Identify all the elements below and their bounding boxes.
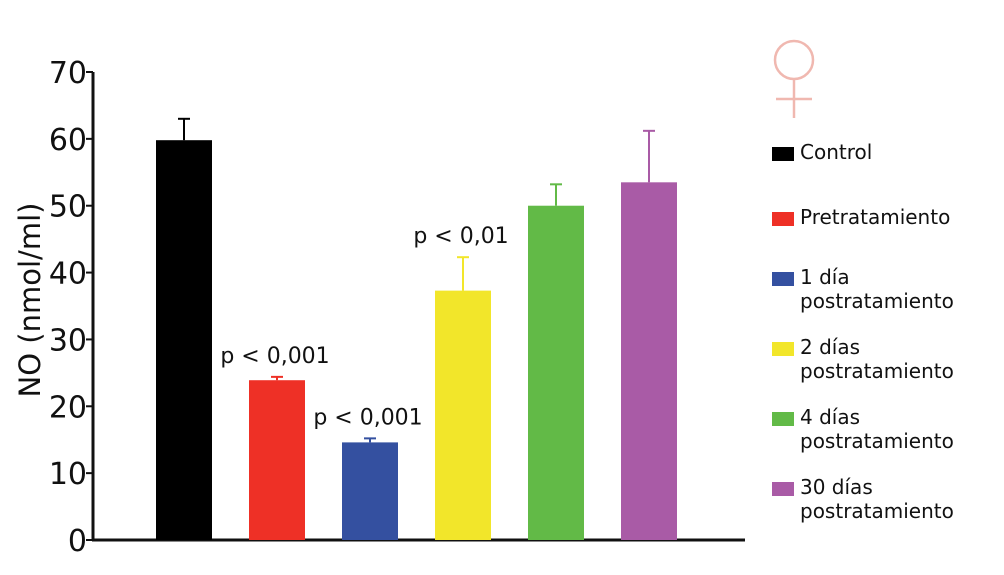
legend-label-line: 30 días xyxy=(800,475,873,499)
legend-label: Control xyxy=(800,140,1000,164)
p-value-annotation: p < 0,001 xyxy=(313,405,422,430)
legend-swatch xyxy=(772,212,794,226)
bar xyxy=(528,205,584,540)
error-bars xyxy=(178,117,655,443)
legend-swatch xyxy=(772,342,794,356)
legend-label: 4 días postratamiento xyxy=(800,405,1000,453)
legend-label-line: postratamiento xyxy=(800,359,954,383)
legend-item: 2 días postratamiento xyxy=(772,335,1000,383)
legend-label-line: postratamiento xyxy=(800,429,954,453)
y-axis-label: NO (nmol/ml) xyxy=(13,203,47,398)
y-tick-label: 70 xyxy=(49,56,87,91)
annotations: p < 0,001 p < 0,001 p < 0,01 xyxy=(220,224,508,430)
y-tick-label: 0 xyxy=(68,524,87,559)
bar xyxy=(249,380,305,540)
legend-label: 2 días postratamiento xyxy=(800,335,1000,383)
female-symbol-icon xyxy=(773,39,815,118)
legend-label-line: postratamiento xyxy=(800,289,954,313)
bar xyxy=(435,290,491,540)
legend-label: Pretratamiento xyxy=(800,205,1000,229)
legend-label-line: Pretratamiento xyxy=(800,205,951,229)
p-value-annotation: p < 0,01 xyxy=(413,224,508,249)
bars xyxy=(156,140,677,541)
y-tick-label: 20 xyxy=(49,390,87,425)
p-value-annotation: p < 0,001 xyxy=(220,344,329,369)
legend-label-line: 1 día xyxy=(800,265,850,289)
y-tick-label: 60 xyxy=(49,123,87,158)
legend-swatch xyxy=(772,147,794,161)
legend-item: Control xyxy=(772,140,1000,164)
legend-swatch xyxy=(772,482,794,496)
y-tick-label: 50 xyxy=(49,190,87,225)
legend-label-line: 2 días xyxy=(800,335,861,359)
y-tick-label: 10 xyxy=(49,457,87,492)
legend-swatch xyxy=(772,412,794,426)
y-ticks: 0 10 20 30 40 50 60 70 xyxy=(49,56,93,559)
legend-item: 4 días postratamiento xyxy=(772,405,1000,453)
bar xyxy=(621,182,677,541)
legend-label-line: Control xyxy=(800,140,873,164)
bar xyxy=(342,442,398,540)
legend-item: Pretratamiento xyxy=(772,205,1000,229)
legend-swatch xyxy=(772,272,794,286)
legend-label: 1 día postratamiento xyxy=(800,265,1000,313)
y-tick-label: 40 xyxy=(49,257,87,292)
bar xyxy=(156,140,212,541)
legend-label-line: 4 días xyxy=(800,405,861,429)
legend-label: 30 días postratamiento xyxy=(800,475,1000,523)
y-tick-label: 30 xyxy=(49,323,87,358)
legend-label-line: postratamiento xyxy=(800,499,954,523)
legend-item: 30 días postratamiento xyxy=(772,475,1000,523)
legend-item: 1 día postratamiento xyxy=(772,265,1000,313)
